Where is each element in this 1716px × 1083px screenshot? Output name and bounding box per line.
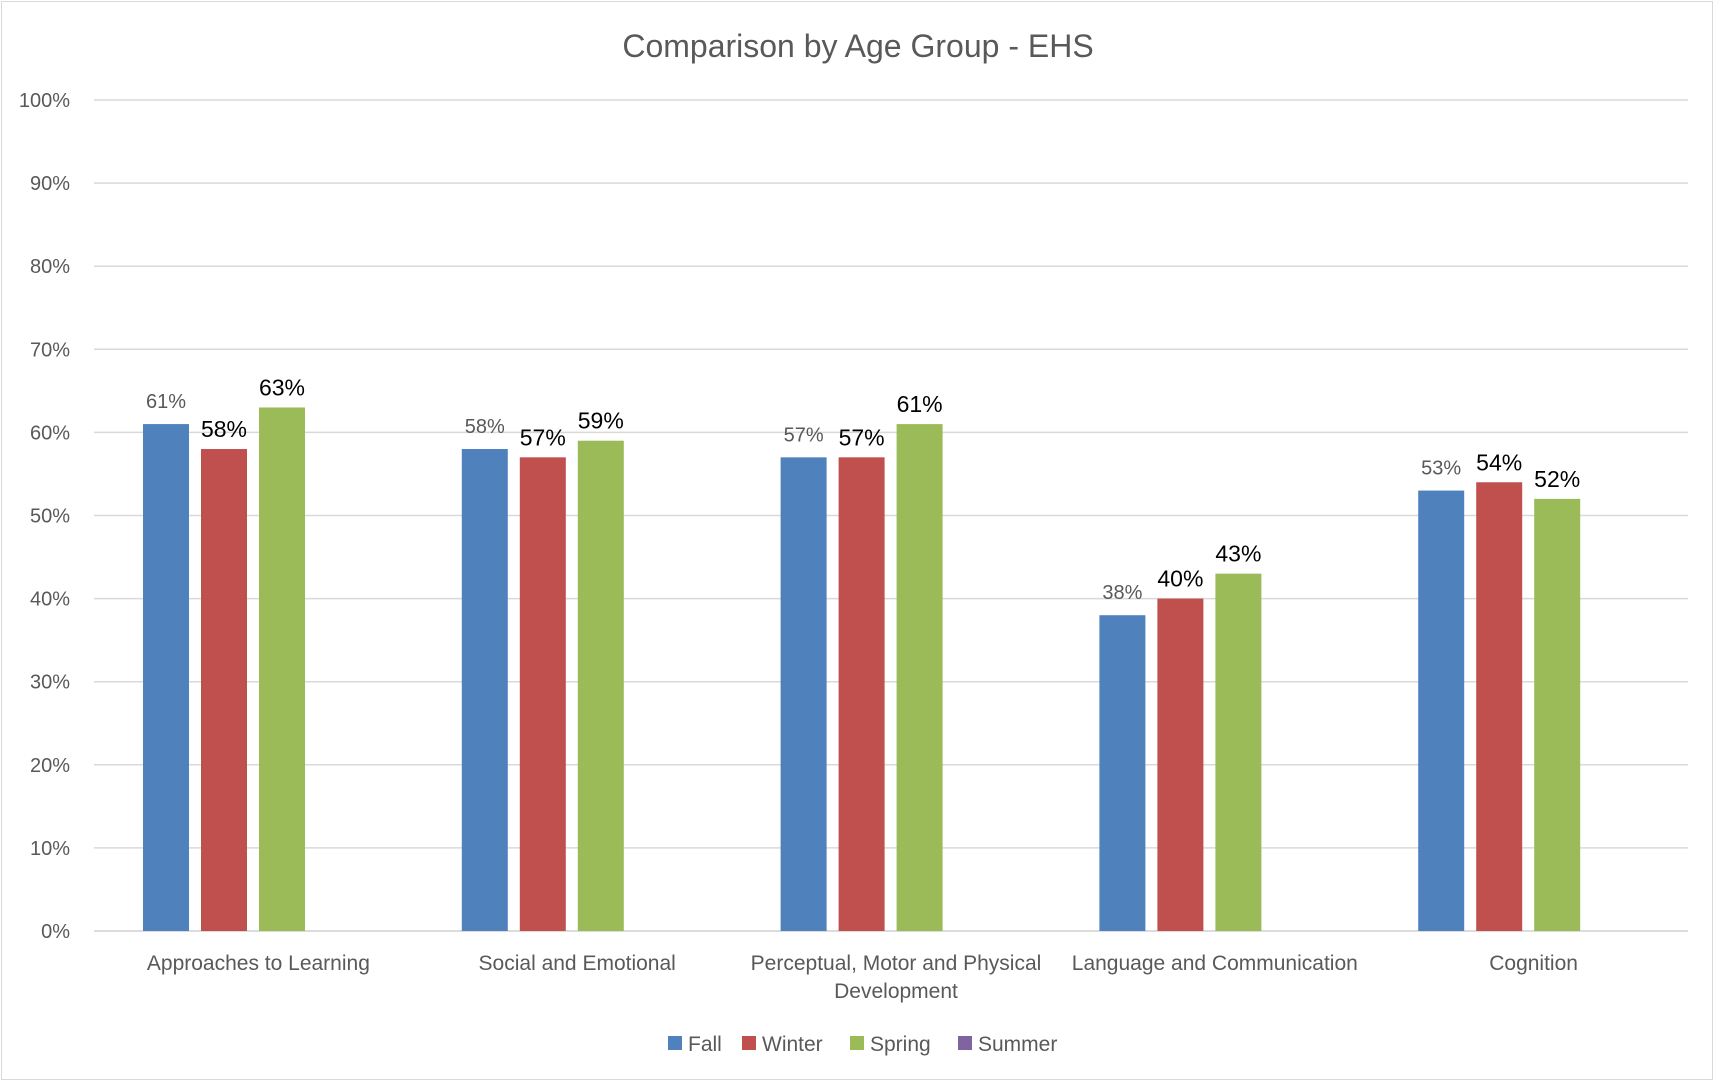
legend-label-summer: Summer <box>978 1033 1057 1056</box>
bar-spring <box>1534 498 1581 931</box>
y-tick-label: 60% <box>30 422 70 444</box>
data-labels: 61% 58% 57% 38% 53% 58% 57% 57% 40% 54% 63% 59% 61% 4… <box>146 374 1580 604</box>
data-label: 61% <box>897 391 943 417</box>
y-tick-label: 30% <box>30 672 70 694</box>
y-tick-label: 0% <box>41 921 70 943</box>
legend-swatch-fall <box>668 1036 682 1050</box>
y-tick-label: 10% <box>30 838 70 860</box>
data-label: 54% <box>1476 449 1522 475</box>
data-label: 63% <box>259 374 305 400</box>
x-tick-label: Development <box>834 980 958 1003</box>
legend-label-spring: Spring <box>870 1033 931 1056</box>
x-tick-label: Social and Emotional <box>479 952 676 975</box>
y-tick-label: 100% <box>19 90 70 112</box>
bar-fall <box>780 457 827 931</box>
data-label: 58% <box>201 416 247 442</box>
bar-fall <box>1099 615 1146 931</box>
x-tick-label: Language and Communication <box>1072 952 1358 975</box>
y-axis-ticks: 0% 10% 20% 30% 40% 50% 60% 70% 80% 90% 100% <box>19 90 70 943</box>
data-label: 59% <box>578 408 624 434</box>
x-tick-label: Cognition <box>1489 952 1578 975</box>
y-tick-label: 70% <box>30 339 70 361</box>
bar-spring <box>1215 573 1262 931</box>
legend-label-fall: Fall <box>688 1033 722 1056</box>
legend-swatch-summer <box>958 1036 972 1050</box>
legend-swatch-winter <box>742 1036 756 1050</box>
bar-spring <box>577 440 624 931</box>
y-tick-label: 50% <box>30 506 70 528</box>
y-tick-label: 40% <box>30 589 70 611</box>
data-label: 40% <box>1157 566 1203 592</box>
data-label: 52% <box>1534 466 1580 492</box>
bar-fall <box>461 449 508 931</box>
legend-label-winter: Winter <box>762 1033 823 1056</box>
x-tick-label: Perceptual, Motor and Physical <box>751 952 1042 975</box>
y-tick-label: 90% <box>30 173 70 195</box>
bar-winter <box>838 457 885 931</box>
data-label: 43% <box>1215 541 1261 567</box>
bars <box>143 407 1581 932</box>
data-label: 61% <box>146 391 186 413</box>
bar-fall <box>1418 490 1465 931</box>
data-label: 38% <box>1102 582 1142 604</box>
chart-title: Comparison by Age Group - EHS <box>622 28 1093 64</box>
bar-spring <box>259 407 305 932</box>
bar-fall <box>143 424 189 931</box>
data-label: 53% <box>1421 458 1461 480</box>
legend: Fall Winter Spring Summer <box>668 1033 1057 1056</box>
x-axis-ticks: Approaches to Learning Social and Emotion… <box>147 952 1578 1003</box>
y-tick-label: 20% <box>30 755 70 777</box>
data-label: 57% <box>784 424 824 446</box>
bar-winter <box>201 449 247 931</box>
data-label: 57% <box>839 424 885 450</box>
data-label: 57% <box>520 424 566 450</box>
bar-winter <box>1476 482 1523 931</box>
x-tick-label: Approaches to Learning <box>147 952 370 975</box>
bar-spring <box>896 424 943 931</box>
bar-winter <box>519 457 566 931</box>
data-label: 58% <box>465 416 505 438</box>
y-tick-label: 80% <box>30 256 70 278</box>
legend-swatch-spring <box>850 1036 864 1050</box>
bar-winter <box>1157 598 1204 931</box>
